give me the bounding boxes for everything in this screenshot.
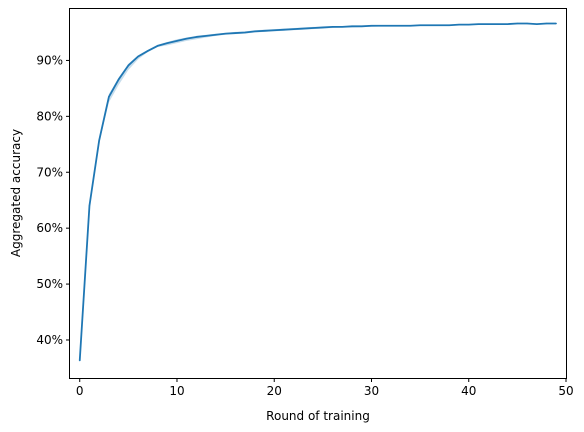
data-point xyxy=(526,22,528,25)
data-point xyxy=(477,23,480,25)
data-point xyxy=(234,32,236,34)
axes-layer xyxy=(69,8,567,379)
x-tick-label: 10 xyxy=(169,384,184,398)
y-axis-label: Aggregated accuracy xyxy=(9,129,23,257)
data-point xyxy=(380,25,382,27)
y-tick-label: 40% xyxy=(36,333,63,347)
data-point xyxy=(137,55,139,58)
data-point xyxy=(370,25,373,27)
data-point xyxy=(361,25,363,27)
data-point xyxy=(468,24,470,26)
data-point xyxy=(205,35,207,37)
data-point xyxy=(166,42,168,44)
data-point xyxy=(263,30,266,32)
y-ticks: 40% 50% 60% 70% 80% 90% xyxy=(36,53,70,347)
x-tick-label: 40 xyxy=(461,384,476,398)
data-point xyxy=(273,29,275,31)
data-point xyxy=(147,50,149,52)
data-point xyxy=(400,25,402,27)
data-point xyxy=(487,23,489,25)
data-point xyxy=(88,205,91,207)
data-point xyxy=(283,29,285,31)
data-point xyxy=(225,33,227,35)
data-point xyxy=(497,23,499,25)
data-point xyxy=(516,22,518,25)
confidence-band-layer xyxy=(79,22,557,361)
y-tick-label: 60% xyxy=(36,221,63,235)
data-point xyxy=(419,24,421,26)
data-point xyxy=(215,34,217,36)
data-point xyxy=(545,22,548,25)
data-point xyxy=(79,360,81,362)
x-tick-label: 0 xyxy=(76,384,84,398)
accuracy-line xyxy=(78,22,557,361)
data-point xyxy=(555,22,557,25)
confidence-band xyxy=(79,22,557,361)
data-point xyxy=(331,26,334,28)
y-tick-label: 70% xyxy=(36,165,63,179)
data-point xyxy=(156,45,159,47)
data-point xyxy=(536,23,538,25)
data-point xyxy=(302,27,305,30)
plot-frame xyxy=(69,8,567,379)
x-tick-label: 20 xyxy=(267,384,282,398)
y-tick-label: 90% xyxy=(36,53,63,67)
data-point xyxy=(108,96,110,98)
x-ticks: 0 10 20 30 40 50 xyxy=(76,378,574,398)
data-point xyxy=(98,139,100,141)
line-layer xyxy=(78,22,557,362)
data-point xyxy=(390,25,392,27)
data-point xyxy=(254,30,256,32)
x-axis-label: Round of training xyxy=(266,409,370,423)
data-point xyxy=(458,24,460,26)
data-point xyxy=(341,26,343,28)
data-point xyxy=(186,38,188,40)
y-tick-label: 50% xyxy=(36,277,63,291)
data-point xyxy=(195,36,198,38)
x-tick-label: 50 xyxy=(558,384,573,398)
data-point xyxy=(429,24,431,26)
data-point xyxy=(438,24,441,26)
data-point xyxy=(118,78,120,81)
data-point xyxy=(409,25,411,27)
data-point xyxy=(176,40,178,42)
y-tick-label: 80% xyxy=(36,109,63,123)
x-tick-label: 30 xyxy=(364,384,379,398)
data-point xyxy=(448,24,450,26)
data-point xyxy=(351,25,353,27)
data-point xyxy=(244,31,246,34)
data-point xyxy=(293,28,295,30)
data-point xyxy=(507,23,509,25)
data-point xyxy=(322,26,324,29)
data-point xyxy=(312,27,314,29)
data-point xyxy=(127,64,129,67)
